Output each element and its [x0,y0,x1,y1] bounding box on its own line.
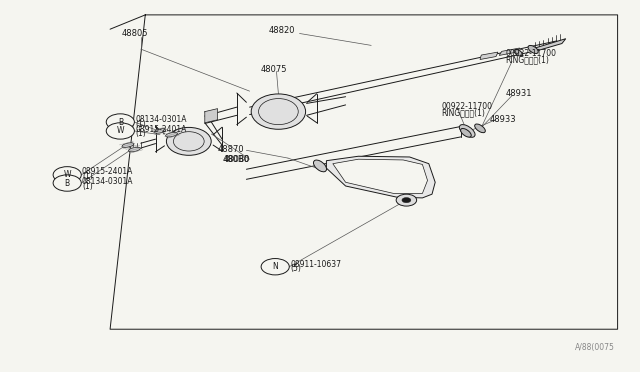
Circle shape [261,259,289,275]
Text: 48075: 48075 [261,65,287,74]
Text: 08915-2401A: 08915-2401A [82,167,133,176]
Text: 48933: 48933 [490,115,516,124]
Circle shape [402,198,411,203]
Ellipse shape [475,124,485,133]
Text: 48870: 48870 [218,145,244,154]
Text: (1): (1) [82,172,93,181]
Text: 48820: 48820 [269,26,295,35]
Circle shape [106,123,134,139]
Text: 00922-11700: 00922-11700 [506,49,557,58]
Ellipse shape [122,143,134,147]
Ellipse shape [314,160,326,172]
Circle shape [53,175,81,191]
Ellipse shape [129,147,140,152]
Circle shape [53,167,81,183]
Text: B: B [118,118,123,126]
Text: (1): (1) [82,182,93,190]
Circle shape [106,114,134,130]
Polygon shape [333,159,428,193]
Text: 08915-2401A: 08915-2401A [136,125,187,134]
Ellipse shape [460,125,475,137]
Polygon shape [532,39,566,52]
Ellipse shape [166,128,211,155]
Text: B: B [65,179,70,187]
Text: 08134-0301A: 08134-0301A [136,115,187,124]
Text: 00922-11700: 00922-11700 [442,102,493,110]
Text: 08134-0301A: 08134-0301A [82,177,133,186]
Text: A/88(0075: A/88(0075 [575,343,614,352]
Text: 48931: 48931 [506,89,532,98]
Text: RINGリング(1): RINGリング(1) [506,56,550,65]
Ellipse shape [461,128,471,137]
Text: 48805: 48805 [122,29,148,38]
Text: W: W [63,170,71,179]
Ellipse shape [528,45,538,54]
Ellipse shape [166,132,177,137]
Polygon shape [326,156,435,198]
Text: 48080: 48080 [224,155,250,164]
Text: (5): (5) [291,264,301,273]
Text: 08911-10637: 08911-10637 [291,260,342,269]
Ellipse shape [514,49,523,56]
Text: RINGリング(1): RINGリング(1) [442,108,486,117]
Text: (1): (1) [136,120,147,129]
Text: N: N [273,262,278,271]
Polygon shape [205,109,218,123]
Ellipse shape [251,94,306,129]
Text: (1): (1) [136,129,147,138]
Ellipse shape [154,129,166,133]
Polygon shape [480,52,498,60]
Polygon shape [499,48,520,55]
Circle shape [396,194,417,206]
Text: 480B0: 480B0 [223,155,250,164]
Text: W: W [116,126,124,135]
